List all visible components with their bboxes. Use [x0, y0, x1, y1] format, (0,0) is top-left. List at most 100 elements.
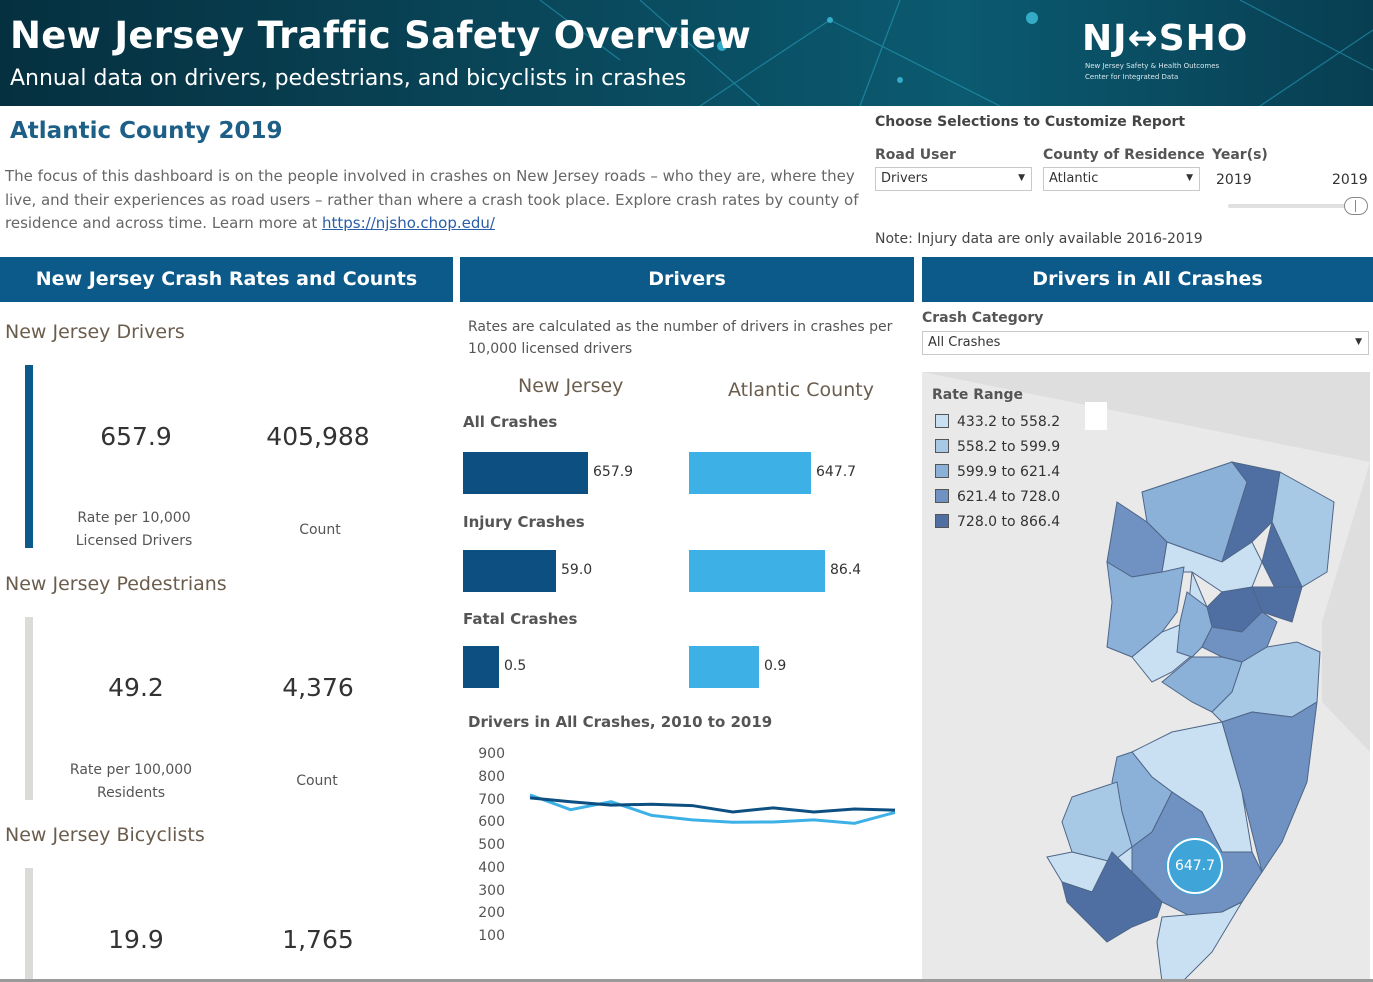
- legend-label: 621.4 to 728.0: [957, 489, 1061, 505]
- network-background-graphic: [539, 0, 1373, 106]
- page-title: Atlantic County 2019: [10, 118, 283, 144]
- county-value-bubble[interactable]: 647.7: [1167, 838, 1223, 894]
- county-bar-value: 0.9: [764, 658, 787, 674]
- year-slider-handle[interactable]: [1344, 197, 1368, 215]
- drivers-count: 405,988: [266, 422, 370, 451]
- legend-item[interactable]: 558.2 to 599.9: [935, 439, 1060, 455]
- county-bar-value: 86.4: [830, 562, 862, 578]
- year-to: 2019: [1332, 172, 1368, 188]
- nj-county-map[interactable]: [922, 372, 1370, 982]
- nj-bar-value: 59.0: [561, 562, 593, 578]
- selections-title: Choose Selections to Customize Report: [875, 114, 1186, 130]
- legend-label: 599.9 to 621.4: [957, 464, 1061, 480]
- learn-more-link[interactable]: https://njsho.chop.edu/: [321, 214, 495, 232]
- logo-tagline-1: New Jersey Safety & Health Outcomes: [1085, 62, 1220, 70]
- banner-subtitle: Annual data on drivers, pedestrians, and…: [10, 66, 687, 91]
- pedestrians-count-label: Count: [296, 773, 338, 789]
- road-user-dropdown[interactable]: Drivers ▼: [875, 167, 1032, 191]
- legend-label: 728.0 to 866.4: [957, 514, 1061, 530]
- nj-column-title: New Jersey: [518, 375, 624, 397]
- legend-title: Rate Range: [932, 387, 1023, 403]
- legend-label: 558.2 to 599.9: [957, 439, 1061, 455]
- nj-bar-all-crashes[interactable]: [463, 452, 588, 494]
- drivers-count-label: Count: [299, 522, 341, 538]
- drivers-rate-label-line2: Licensed Drivers: [75, 533, 193, 549]
- county-shape[interactable]: [1156, 900, 1244, 982]
- header-banner: New Jersey Traffic Safety Overview Annua…: [0, 0, 1373, 106]
- bicyclists-count: 1,765: [282, 925, 354, 954]
- county-dropdown[interactable]: Atlantic ▼: [1043, 167, 1200, 191]
- county-shape[interactable]: [1221, 701, 1318, 874]
- legend-item[interactable]: 621.4 to 728.0: [935, 489, 1060, 505]
- legend-label: 433.2 to 558.2: [957, 414, 1061, 430]
- drivers-accent-bar: [25, 365, 33, 548]
- county-bar-injury-crashes[interactable]: [689, 550, 825, 592]
- nj-bar-injury-crashes[interactable]: [463, 550, 556, 592]
- injury-data-note: Note: Injury data are only available 201…: [875, 231, 1203, 247]
- county-value: Atlantic: [1049, 171, 1099, 186]
- nj-bar-value: 657.9: [593, 464, 634, 480]
- county-shape[interactable]: [1061, 851, 1163, 943]
- pedestrians-rate-label-line2: Residents: [96, 785, 166, 801]
- intro-text: The focus of this dashboard is on the pe…: [5, 165, 865, 236]
- y-tick-label: 300: [478, 882, 505, 899]
- rates-note: Rates are calculated as the number of dr…: [468, 319, 893, 357]
- series-line-0[interactable]: [529, 796, 896, 814]
- y-tick-label: 700: [478, 791, 505, 808]
- left-section-header: New Jersey Crash Rates and Counts: [0, 257, 453, 302]
- crash-category-label: Crash Category: [922, 310, 1044, 326]
- crash-category-dropdown[interactable]: All Crashes ▼: [922, 331, 1369, 355]
- county-shape[interactable]: [1106, 561, 1185, 658]
- crash-category-value: All Crashes: [928, 335, 1001, 350]
- y-tick-label: 400: [478, 859, 505, 876]
- logo-tagline-2: Center for Integrated Data: [1085, 73, 1179, 81]
- legend-swatch: [935, 464, 949, 478]
- pedestrians-rate-label: Rate per 100,000 Residents: [51, 759, 211, 805]
- county-bar-value: 647.7: [816, 464, 857, 480]
- county-shape[interactable]: [1271, 471, 1335, 588]
- county-column-title: Atlantic County: [728, 379, 874, 401]
- nj-bar-value: 0.5: [504, 658, 527, 674]
- line-chart[interactable]: [510, 742, 930, 982]
- middle-section-header: Drivers: [460, 257, 914, 302]
- chevron-down-icon: ▼: [1186, 173, 1193, 183]
- y-tick-label: 100: [478, 928, 505, 945]
- legend-item[interactable]: 599.9 to 621.4: [935, 464, 1060, 480]
- series-line-1[interactable]: [529, 793, 896, 825]
- legend-swatch: [935, 414, 949, 428]
- njsho-logo: NJ↔SHO: [1082, 18, 1249, 59]
- banner-title: New Jersey Traffic Safety Overview: [10, 14, 752, 57]
- right-section-header: Drivers in All Crashes: [922, 257, 1373, 302]
- nj-bar-fatal-crashes[interactable]: [463, 646, 499, 688]
- drivers-group-title: New Jersey Drivers: [5, 321, 185, 343]
- legend-item[interactable]: 433.2 to 558.2: [935, 414, 1060, 430]
- legend-swatch: [935, 439, 949, 453]
- map-svg: [922, 372, 1370, 982]
- pedestrians-group-title: New Jersey Pedestrians: [5, 573, 227, 595]
- county-shape[interactable]: [1176, 591, 1213, 658]
- road-user-value: Drivers: [881, 171, 928, 186]
- bicyclists-accent-bar: [25, 868, 33, 982]
- line-chart-title: Drivers in All Crashes, 2010 to 2019: [468, 713, 773, 731]
- county-shapes: [1046, 461, 1335, 982]
- chevron-down-icon: ▼: [1355, 337, 1362, 347]
- county-bar-fatal-crashes[interactable]: [689, 646, 759, 688]
- legend-item[interactable]: 728.0 to 866.4: [935, 514, 1060, 530]
- chevron-down-icon: ▼: [1018, 173, 1025, 183]
- bicyclists-rate: 19.9: [108, 925, 164, 954]
- map-water-patch: [1085, 402, 1107, 430]
- year-slider-track[interactable]: [1228, 204, 1358, 208]
- y-tick-label: 800: [478, 768, 505, 785]
- county-bar-all-crashes[interactable]: [689, 452, 811, 494]
- drivers-rate-label-line1: Rate per 10,000: [77, 510, 191, 526]
- y-tick-label: 200: [478, 905, 505, 922]
- map-land-shape: [922, 372, 1370, 752]
- county-label: County of Residence: [1043, 147, 1205, 163]
- year-label: Year(s): [1212, 147, 1268, 163]
- bottom-scrollbar[interactable]: [0, 979, 1373, 982]
- y-tick-label: 900: [478, 746, 505, 762]
- bar-category-label: Fatal Crashes: [463, 610, 578, 628]
- legend-swatch: [935, 489, 949, 503]
- pedestrians-accent-bar: [25, 617, 33, 800]
- bicyclists-group-title: New Jersey Bicyclists: [5, 824, 205, 846]
